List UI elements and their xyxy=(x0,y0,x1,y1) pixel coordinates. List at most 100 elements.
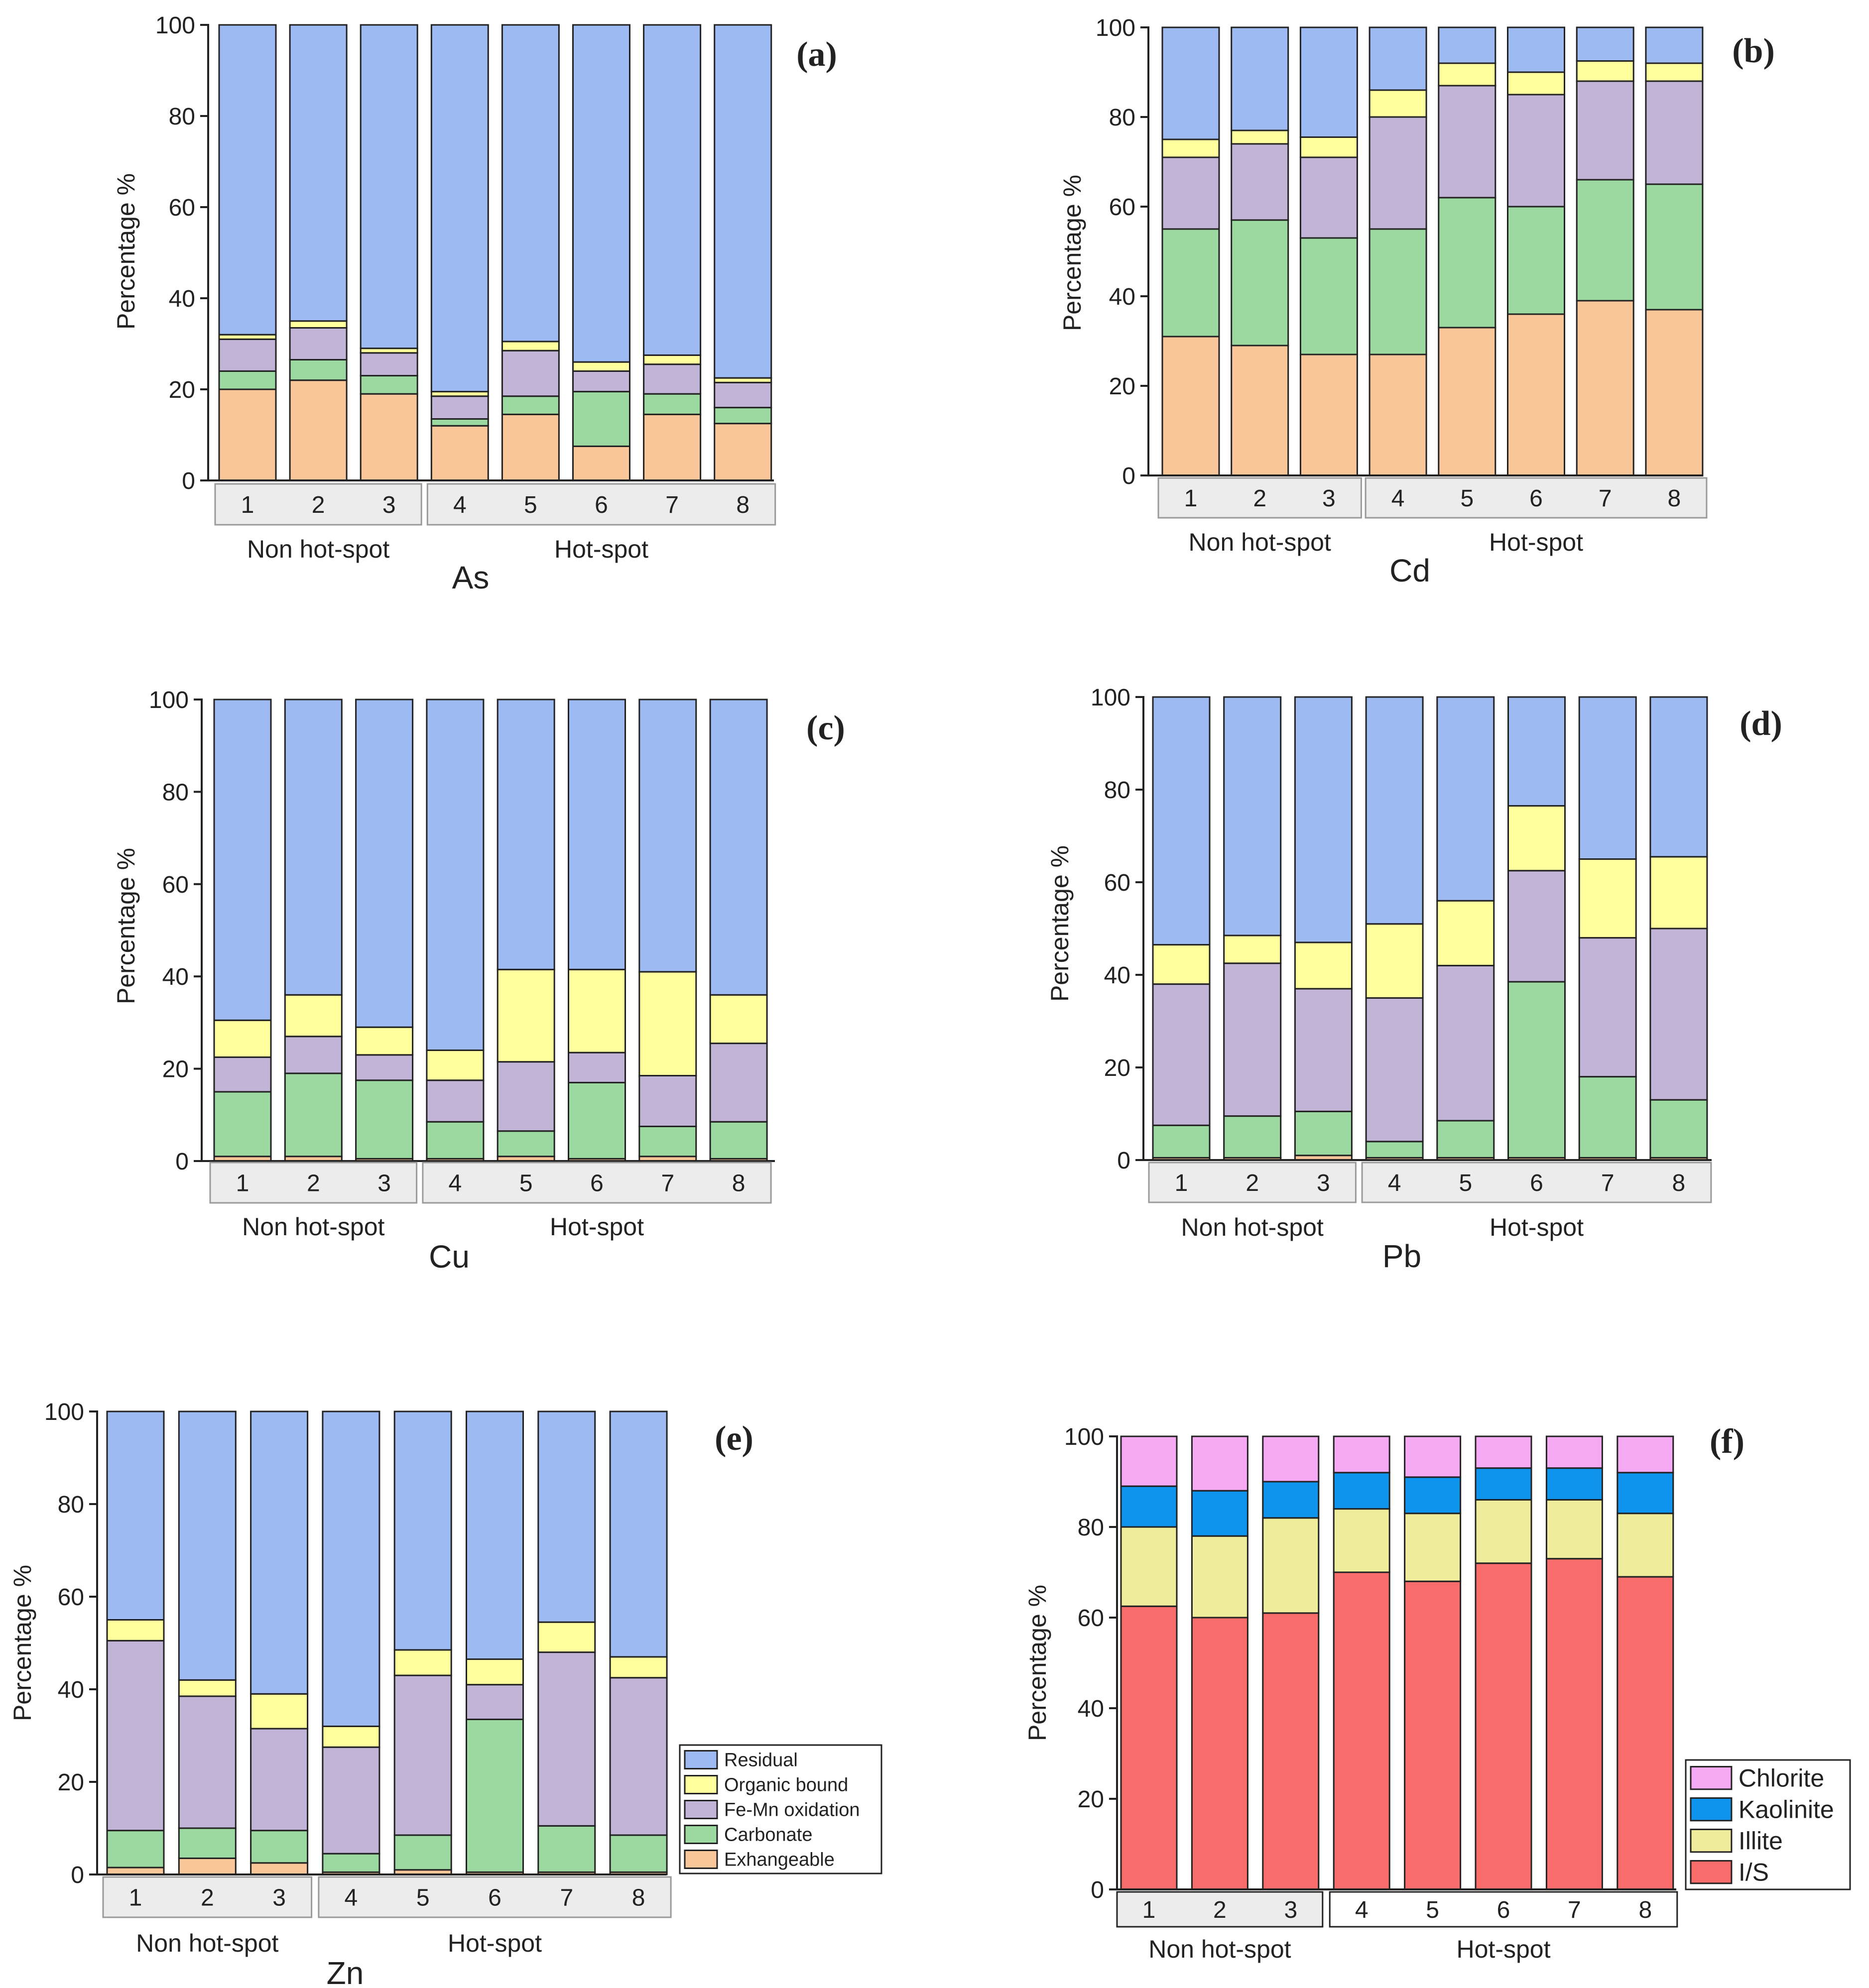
bar-residual-4 xyxy=(430,24,489,393)
group-label: Hot-spot xyxy=(554,535,648,563)
bar-illite-8 xyxy=(1617,1513,1674,1578)
bar-fe-mn-oxidation-5 xyxy=(497,1061,555,1132)
panel-b: 0 20 40 60 80 100 Percentage % Non hot-spot Hot-… xyxy=(1058,15,1775,588)
x-tick-label: 5 xyxy=(416,1885,430,1911)
panel-label: (d) xyxy=(1740,704,1782,743)
x-tick-label: 1 xyxy=(1184,485,1198,512)
bar-chlorite-8 xyxy=(1617,1435,1674,1474)
bar-carbonate-5 xyxy=(393,1834,452,1871)
bar-organic-bound-7 xyxy=(638,971,697,1077)
bar-organic-bound-6 xyxy=(466,1658,524,1686)
bar-fe-mn-oxidation-7 xyxy=(1578,937,1637,1078)
bar-organic-bound-8 xyxy=(1649,856,1708,930)
group-label: Non hot-spot xyxy=(242,1213,384,1241)
x-tick-label: 7 xyxy=(661,1170,674,1197)
bar-residual-3 xyxy=(1294,696,1353,943)
bar-carbonate-6 xyxy=(1507,981,1566,1159)
bar-illite-2 xyxy=(1191,1535,1248,1619)
y-axis-label: Percentage % xyxy=(1023,1585,1051,1741)
x-tick-label: 2 xyxy=(1213,1897,1227,1923)
bar-carbonate-2 xyxy=(284,1072,343,1158)
x-tick-label: 2 xyxy=(1246,1170,1259,1196)
chart-title: Zn xyxy=(327,1955,364,1988)
y-tick-label: 100 xyxy=(1064,1424,1104,1450)
bar-organic-bound-2 xyxy=(1231,129,1289,145)
bar-carbonate-6 xyxy=(1507,206,1565,315)
bar-organic-bound-1 xyxy=(213,1019,272,1058)
bar-organic-bound-2 xyxy=(1223,935,1282,964)
bar-carbonate-7 xyxy=(643,393,702,415)
y-tick-label: 0 xyxy=(1091,1877,1104,1903)
bar-residual-4 xyxy=(1365,696,1424,925)
bar-organic-bound-1 xyxy=(1161,138,1220,158)
bar-exhangeable-6 xyxy=(572,445,630,481)
bar-residual-8 xyxy=(714,24,772,379)
bar-kaolinite-8 xyxy=(1617,1472,1674,1515)
bar-residual-6 xyxy=(1507,26,1565,73)
bar-exhangeable-2 xyxy=(178,1857,237,1875)
legend-label: Organic bound xyxy=(724,1775,848,1796)
bar-fe-mn-oxidation-8 xyxy=(1645,80,1704,185)
bar-exhangeable-5 xyxy=(1438,327,1496,476)
group-label: Non hot-spot xyxy=(136,1929,278,1957)
bar-fe-mn-oxidation-7 xyxy=(643,363,702,395)
bar-organic-bound-5 xyxy=(497,968,555,1063)
bar-fe-mn-oxidation-3 xyxy=(360,352,418,377)
panel-c: 0 20 40 60 80 100 Percentage % Non hot-spot Hot-… xyxy=(112,687,845,1275)
x-tick-label: 8 xyxy=(1638,1897,1652,1923)
group-box xyxy=(1148,1162,1357,1203)
bar-organic-bound-5 xyxy=(393,1649,452,1676)
legend-swatch xyxy=(684,1850,718,1869)
x-tick-label: 8 xyxy=(1672,1170,1686,1196)
bar-illite-3 xyxy=(1262,1517,1320,1614)
bar-fe-mn-oxidation-6 xyxy=(1507,94,1565,208)
bar-exhangeable-7 xyxy=(643,413,702,481)
bar-exhangeable-4 xyxy=(430,425,489,481)
x-tick-label: 5 xyxy=(1426,1897,1439,1923)
bar-carbonate-6 xyxy=(466,1718,524,1873)
legend-label: Residual xyxy=(724,1750,798,1771)
x-tick-label: 6 xyxy=(1530,1170,1543,1196)
y-tick-label: 0 xyxy=(1117,1148,1130,1174)
panel-label: (c) xyxy=(806,709,845,747)
bar-fe-mn-oxidation-3 xyxy=(1299,156,1358,239)
x-tick-label: 3 xyxy=(1317,1170,1330,1196)
bar-fe-mn-oxidation-4 xyxy=(1365,997,1424,1143)
bar-organic-bound-6 xyxy=(1507,71,1565,96)
bar-organic-bound-6 xyxy=(568,968,626,1053)
bar-residual-2 xyxy=(1223,696,1282,936)
bar-organic-bound-5 xyxy=(1436,900,1495,966)
x-tick-label: 3 xyxy=(382,492,396,518)
bar-carbonate-3 xyxy=(355,1079,414,1160)
group-box xyxy=(1157,477,1362,519)
group-box xyxy=(209,1162,418,1204)
x-tick-label: 2 xyxy=(307,1170,320,1197)
bar-residual-5 xyxy=(393,1410,452,1651)
bar-carbonate-5 xyxy=(1438,197,1496,329)
x-tick-label: 7 xyxy=(560,1885,573,1911)
y-tick-label: 0 xyxy=(1122,463,1135,489)
group-box xyxy=(422,1162,772,1204)
x-tick-label: 5 xyxy=(1460,485,1474,512)
y-tick-label: 100 xyxy=(149,687,189,713)
bar-organic-bound-2 xyxy=(289,320,348,329)
bar-fe-mn-oxidation-2 xyxy=(1223,962,1282,1117)
bar-i-s-6 xyxy=(1475,1562,1532,1890)
bar-residual-5 xyxy=(497,699,555,970)
y-tick-label: 20 xyxy=(162,1056,189,1083)
bar-residual-6 xyxy=(572,24,630,363)
bar-kaolinite-4 xyxy=(1333,1472,1390,1510)
group-box xyxy=(318,1876,672,1918)
y-tick-label: 100 xyxy=(44,1399,84,1425)
y-tick-label: 60 xyxy=(1109,194,1135,221)
bar-organic-bound-8 xyxy=(709,994,768,1045)
group-label: Hot-spot xyxy=(550,1213,644,1241)
bar-organic-bound-8 xyxy=(1645,62,1704,82)
group-label: Non hot-spot xyxy=(1148,1935,1291,1963)
bar-organic-bound-8 xyxy=(609,1656,668,1679)
bar-illite-1 xyxy=(1120,1526,1178,1607)
bar-carbonate-7 xyxy=(638,1125,697,1158)
bar-kaolinite-2 xyxy=(1191,1490,1248,1537)
bar-fe-mn-oxidation-2 xyxy=(289,327,348,361)
bar-fe-mn-oxidation-8 xyxy=(1649,928,1708,1101)
